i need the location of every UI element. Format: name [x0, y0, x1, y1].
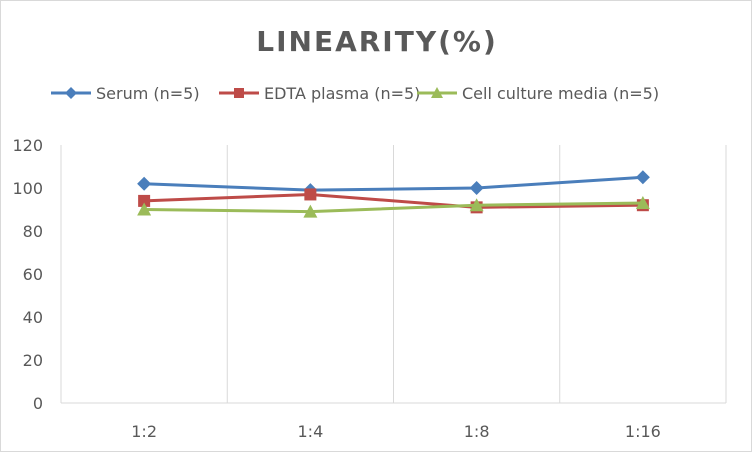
- series-line: [144, 175, 643, 192]
- data-point: [303, 204, 318, 218]
- y-tick-label: 20: [23, 351, 43, 370]
- y-tick-label: 100: [12, 179, 43, 198]
- legend-label: Cell culture media (n=5): [462, 84, 659, 103]
- data-point: [234, 88, 244, 98]
- data-point: [469, 198, 484, 212]
- data-point: [137, 202, 152, 216]
- x-tick-label: 1:16: [625, 422, 661, 441]
- data-point: [138, 194, 151, 207]
- legend-label: Serum (n=5): [96, 84, 200, 103]
- y-tick-label: 40: [23, 308, 43, 327]
- data-point: [304, 188, 317, 201]
- y-tick-label: 60: [23, 265, 43, 284]
- y-tick-label: 80: [23, 222, 43, 241]
- x-tick-label: 1:8: [464, 422, 490, 441]
- legend-label: EDTA plasma (n=5): [264, 84, 420, 103]
- data-point: [469, 181, 484, 195]
- data-point: [635, 170, 650, 185]
- y-tick-label: 0: [33, 394, 43, 413]
- data-point: [431, 87, 443, 98]
- data-point: [65, 87, 77, 99]
- x-tick-label: 1:4: [298, 422, 324, 441]
- series-line: [144, 192, 643, 209]
- x-tick-label: 1:2: [131, 422, 157, 441]
- series-line: [144, 201, 643, 214]
- chart-title: LINEARITY(%): [256, 25, 498, 58]
- y-tick-label: 120: [12, 136, 43, 155]
- data-point: [635, 196, 650, 210]
- data-point: [137, 176, 152, 191]
